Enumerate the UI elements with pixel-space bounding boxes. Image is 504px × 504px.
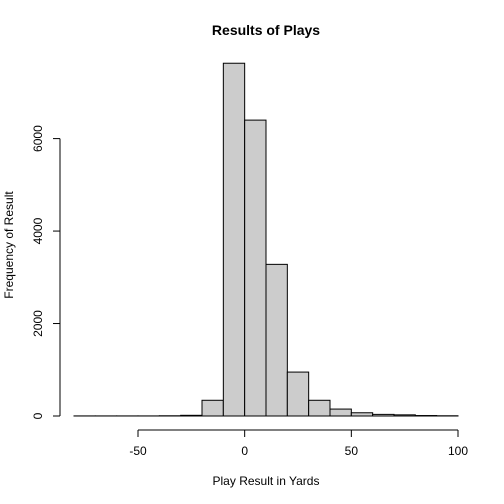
x-axis-label: Play Result in Yards <box>213 474 320 488</box>
histogram-bar <box>244 119 267 417</box>
histogram-bar <box>265 263 288 417</box>
bars-group <box>73 62 459 417</box>
x-axis: -50 0 50 100 <box>129 429 468 458</box>
histogram-bar <box>180 414 203 417</box>
histogram-bar <box>308 399 331 417</box>
x-tick-label: -50 <box>129 444 147 458</box>
x-tick-label: 0 <box>241 444 248 458</box>
y-tick-label: 6000 <box>31 125 45 152</box>
histogram-bar <box>329 408 352 417</box>
histogram-bar <box>393 414 416 417</box>
x-tick-label: 100 <box>448 444 468 458</box>
y-tick-label: 4000 <box>31 217 45 244</box>
histogram-bar <box>286 371 310 417</box>
y-tick-label: 0 <box>31 412 45 419</box>
y-axis: 0 2000 4000 6000 <box>31 125 61 419</box>
chart-title: Results of Plays <box>212 22 320 38</box>
histogram-bar <box>350 412 374 417</box>
histogram-bar <box>222 62 246 417</box>
x-tick-label: 50 <box>345 444 359 458</box>
histogram-bar <box>372 413 395 417</box>
histogram-bar <box>201 399 224 417</box>
y-axis-label: Frequency of Result <box>2 191 16 299</box>
y-tick-label: 2000 <box>31 310 45 337</box>
